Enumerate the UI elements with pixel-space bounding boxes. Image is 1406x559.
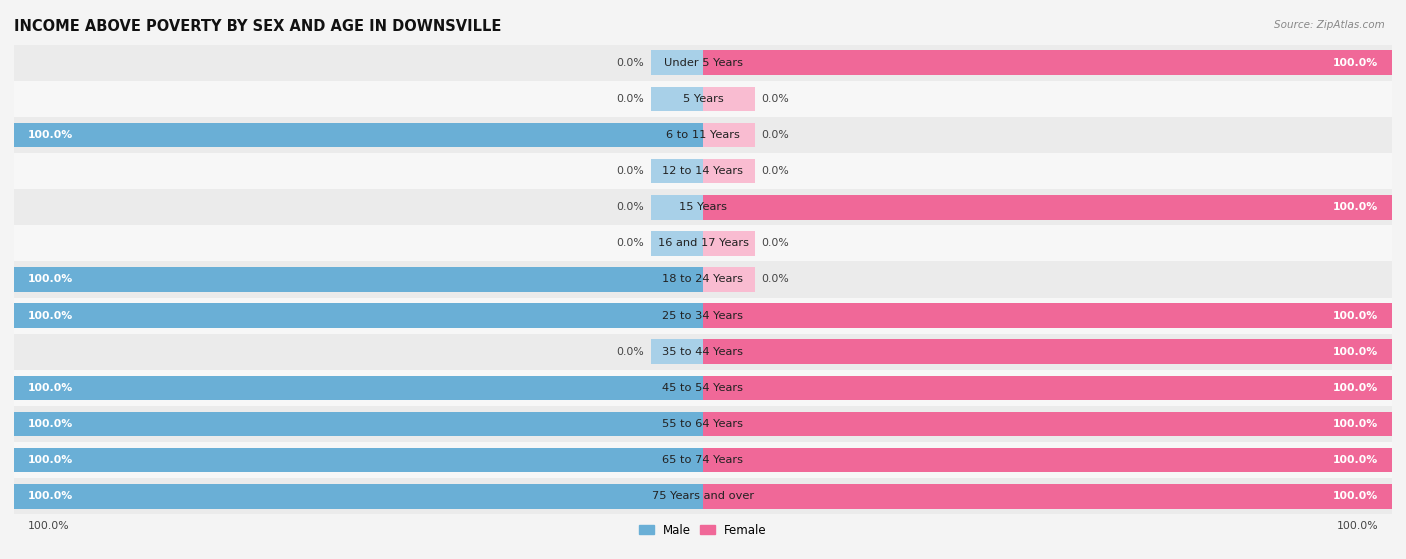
Text: 100.0%: 100.0%: [28, 455, 73, 465]
Bar: [14, 484, 703, 509]
Bar: [703, 376, 1392, 400]
Bar: [703, 484, 1392, 509]
Bar: [703, 304, 1392, 328]
Text: 55 to 64 Years: 55 to 64 Years: [662, 419, 744, 429]
Text: 5 Years: 5 Years: [683, 94, 723, 104]
Bar: [14, 478, 1392, 514]
Text: 35 to 44 Years: 35 to 44 Years: [662, 347, 744, 357]
Text: 0.0%: 0.0%: [617, 166, 644, 176]
Text: 100.0%: 100.0%: [1333, 419, 1378, 429]
Text: 100.0%: 100.0%: [28, 419, 73, 429]
Text: 100.0%: 100.0%: [1333, 491, 1378, 501]
Text: 15 Years: 15 Years: [679, 202, 727, 212]
Bar: [703, 50, 1392, 75]
Text: 100.0%: 100.0%: [1333, 383, 1378, 393]
Text: 0.0%: 0.0%: [762, 130, 789, 140]
Text: 16 and 17 Years: 16 and 17 Years: [658, 238, 748, 248]
Bar: [651, 339, 703, 364]
Bar: [14, 262, 1392, 297]
Bar: [14, 334, 1392, 370]
Bar: [703, 339, 1392, 364]
Text: 100.0%: 100.0%: [1333, 347, 1378, 357]
Text: 6 to 11 Years: 6 to 11 Years: [666, 130, 740, 140]
Text: 0.0%: 0.0%: [617, 58, 644, 68]
Bar: [651, 195, 703, 220]
Text: 0.0%: 0.0%: [617, 238, 644, 248]
Bar: [14, 448, 703, 472]
Text: 0.0%: 0.0%: [617, 202, 644, 212]
Text: 100.0%: 100.0%: [1333, 202, 1378, 212]
Bar: [14, 304, 703, 328]
Text: 100.0%: 100.0%: [28, 491, 73, 501]
Legend: Male, Female: Male, Female: [634, 519, 772, 541]
Bar: [703, 448, 1392, 472]
Text: 100.0%: 100.0%: [28, 130, 73, 140]
Bar: [14, 376, 703, 400]
Text: 100.0%: 100.0%: [1337, 521, 1378, 531]
Text: 0.0%: 0.0%: [617, 347, 644, 357]
Bar: [14, 117, 1392, 153]
Text: 0.0%: 0.0%: [762, 94, 789, 104]
Text: 100.0%: 100.0%: [28, 521, 69, 531]
Text: Source: ZipAtlas.com: Source: ZipAtlas.com: [1274, 20, 1385, 30]
Bar: [703, 87, 755, 111]
Bar: [651, 159, 703, 183]
Bar: [703, 267, 755, 292]
Bar: [14, 406, 1392, 442]
Text: 100.0%: 100.0%: [1333, 455, 1378, 465]
Text: 45 to 54 Years: 45 to 54 Years: [662, 383, 744, 393]
Bar: [14, 189, 1392, 225]
Bar: [14, 267, 703, 292]
Text: 100.0%: 100.0%: [28, 274, 73, 285]
Text: 100.0%: 100.0%: [28, 383, 73, 393]
Bar: [14, 153, 1392, 189]
Text: 65 to 74 Years: 65 to 74 Years: [662, 455, 744, 465]
Bar: [14, 297, 1392, 334]
Bar: [14, 81, 1392, 117]
Bar: [14, 370, 1392, 406]
Text: INCOME ABOVE POVERTY BY SEX AND AGE IN DOWNSVILLE: INCOME ABOVE POVERTY BY SEX AND AGE IN D…: [14, 19, 502, 34]
Bar: [703, 231, 755, 255]
Bar: [14, 123, 703, 148]
Bar: [703, 195, 1392, 220]
Text: 0.0%: 0.0%: [762, 238, 789, 248]
Bar: [14, 411, 703, 436]
Text: 100.0%: 100.0%: [1333, 311, 1378, 321]
Bar: [651, 50, 703, 75]
Text: 100.0%: 100.0%: [28, 311, 73, 321]
Bar: [14, 442, 1392, 478]
Text: 12 to 14 Years: 12 to 14 Years: [662, 166, 744, 176]
Bar: [14, 45, 1392, 81]
Text: 100.0%: 100.0%: [1333, 58, 1378, 68]
Bar: [703, 123, 755, 148]
Text: 0.0%: 0.0%: [617, 94, 644, 104]
Bar: [703, 159, 755, 183]
Bar: [651, 231, 703, 255]
Text: 0.0%: 0.0%: [762, 166, 789, 176]
Text: 18 to 24 Years: 18 to 24 Years: [662, 274, 744, 285]
Text: 75 Years and over: 75 Years and over: [652, 491, 754, 501]
Bar: [703, 411, 1392, 436]
Text: Under 5 Years: Under 5 Years: [664, 58, 742, 68]
Bar: [651, 87, 703, 111]
Text: 0.0%: 0.0%: [762, 274, 789, 285]
Bar: [14, 225, 1392, 262]
Text: 25 to 34 Years: 25 to 34 Years: [662, 311, 744, 321]
